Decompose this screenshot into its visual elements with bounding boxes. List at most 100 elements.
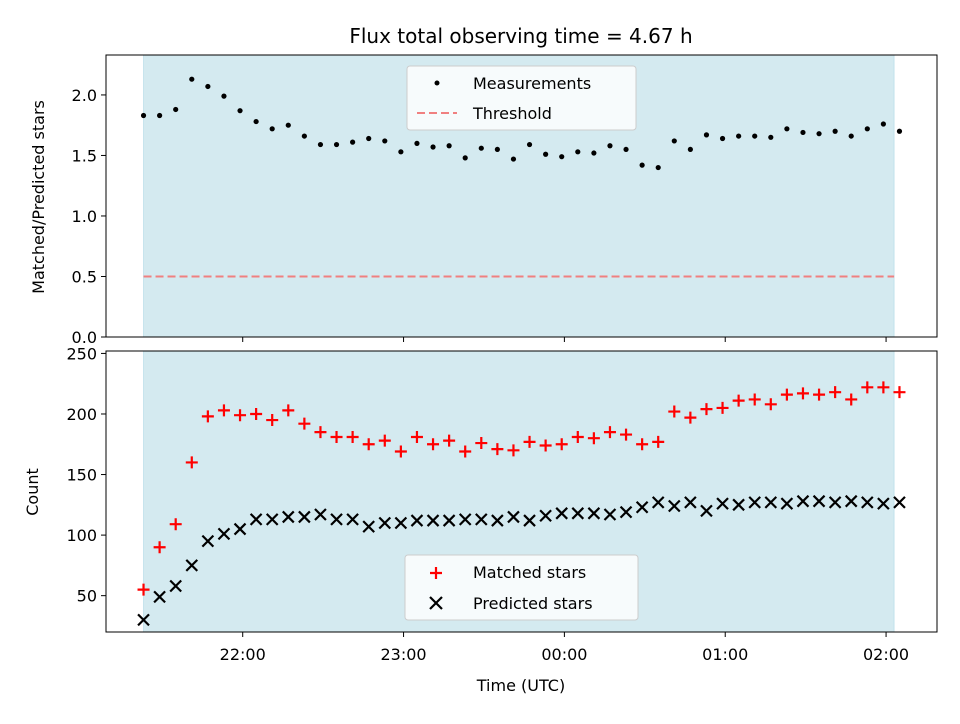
measurement-point: [800, 129, 806, 136]
measurement-point: [269, 126, 275, 132]
x-tick-label: 02:00: [863, 645, 909, 664]
measurement-point: [253, 118, 259, 125]
predicted-star-point: [861, 496, 874, 509]
predicted-star-point: [153, 590, 166, 604]
measurement-point: [639, 162, 645, 168]
predicted-star-point: [265, 513, 279, 526]
x-tick-label: 22:00: [220, 645, 266, 664]
bottom-y-tick-label: 200: [66, 405, 97, 424]
measurement-point: [189, 76, 195, 82]
top-y-ticks: 0.0 0.5 1.0 1.5 2.0: [72, 86, 106, 347]
predicted-star-point: [587, 507, 601, 520]
top-legend-box: [406, 65, 637, 131]
predicted-star-point: [732, 498, 745, 512]
predicted-star-point: [442, 514, 456, 527]
measurement-point: [285, 122, 291, 128]
matched-star-point: [266, 414, 279, 427]
measurement-point: [237, 108, 243, 114]
predicted-star-point: [844, 494, 858, 508]
measurement-point: [382, 138, 388, 144]
predicted-star-point: [877, 497, 890, 510]
predicted-star-point: [539, 509, 552, 523]
matched-star-point: [346, 430, 359, 443]
predicted-star-point: [619, 505, 633, 519]
matched-star-point: [796, 387, 809, 400]
matched-star-point: [298, 417, 311, 430]
predicted-star-point: [346, 513, 359, 526]
predicted-star-point: [668, 499, 681, 513]
predicted-stars-points: [137, 494, 906, 627]
predicted-star-point: [555, 507, 568, 520]
measurement-point: [736, 133, 742, 139]
matched-star-point: [330, 430, 343, 443]
matched-star-point: [459, 445, 472, 458]
legend-measurements-marker: [434, 80, 440, 86]
measurement-point: [559, 154, 565, 160]
measurement-point: [526, 141, 533, 148]
bottom-legend: Matched stars Predicted stars: [404, 554, 639, 621]
measurement-point: [832, 128, 838, 134]
measurement-point: [623, 146, 629, 153]
measurement-point: [880, 121, 886, 127]
measurement-point: [317, 141, 324, 148]
matched-star-point: [153, 541, 166, 554]
measurement-point: [575, 149, 581, 155]
measurement-point: [607, 143, 613, 149]
measurement-point: [398, 149, 404, 155]
predicted-star-point: [748, 496, 761, 509]
measurement-point: [784, 126, 790, 132]
predicted-star-point: [298, 510, 311, 524]
measurement-point: [333, 141, 340, 148]
matched-star-point: [314, 426, 327, 439]
predicted-star-point: [651, 496, 665, 509]
matched-star-point: [748, 393, 761, 406]
measurement-point: [157, 112, 163, 119]
measurement-point: [510, 156, 517, 162]
matched-star-point: [185, 456, 198, 469]
matched-star-point: [282, 404, 295, 417]
matched-star-point: [636, 438, 649, 451]
measurement-point: [703, 132, 710, 138]
predicted-star-point: [716, 497, 729, 510]
chart-title: Flux total observing time = 4.67 h: [349, 24, 692, 48]
predicted-star-point: [378, 516, 392, 530]
x-axis-label: Time (UTC): [476, 676, 565, 695]
matched-star-point: [475, 437, 488, 450]
matched-star-point: [893, 386, 906, 399]
measurement-point: [591, 150, 597, 156]
measurement-point: [671, 138, 677, 144]
x-tick-label: 23:00: [380, 645, 426, 664]
measurement-point: [350, 139, 356, 145]
predicted-star-point: [249, 513, 263, 526]
predicted-star-point: [426, 514, 440, 527]
legend-matched-label: Matched stars: [473, 563, 586, 582]
matched-star-point: [539, 439, 552, 452]
matched-star-point: [668, 405, 681, 418]
predicted-star-point: [233, 522, 247, 536]
top-y-tick-label: 2.0: [72, 86, 97, 105]
matched-star-point: [427, 438, 440, 451]
measurement-point: [655, 164, 661, 171]
matched-star-point: [234, 409, 247, 422]
matched-star-point: [652, 435, 665, 448]
predicted-star-point: [571, 507, 585, 520]
measurement-point: [301, 133, 307, 139]
top-y-tick-label: 1.5: [72, 146, 97, 165]
measurement-point: [543, 151, 549, 157]
matched-star-point: [410, 430, 423, 443]
matched-star-point: [587, 432, 600, 445]
top-y-tick-label: 0.0: [72, 328, 97, 347]
measurement-point: [462, 155, 468, 161]
measurement-point: [816, 131, 822, 137]
predicted-star-point: [523, 514, 536, 527]
matched-star-point: [507, 444, 520, 457]
measurement-point: [494, 146, 500, 153]
top-panel: 0.00.51.01.52.0 Matched/Predicted stars …: [29, 54, 938, 347]
measurement-point: [221, 93, 227, 99]
predicted-star-point: [282, 510, 295, 524]
matched-star-point: [523, 435, 536, 448]
matched-star-point: [700, 403, 713, 416]
predicted-star-point: [764, 496, 778, 509]
matched-star-point: [861, 381, 874, 394]
